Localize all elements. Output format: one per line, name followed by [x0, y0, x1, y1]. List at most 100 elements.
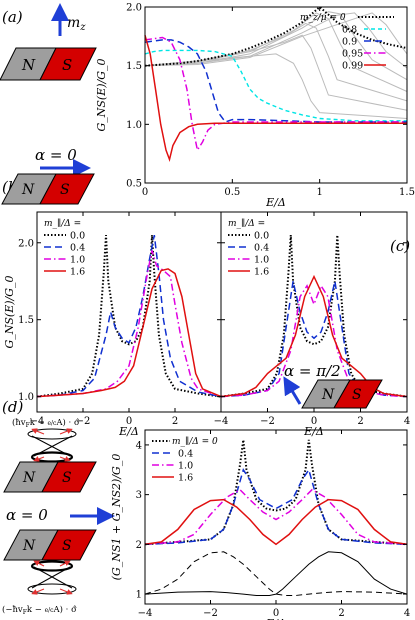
plot-frame: [144, 6, 408, 184]
gray-curve: [144, 53, 408, 119]
panel-label-a: (a): [2, 8, 23, 26]
top-operator-label: (ħvFk − e/cA) · σ̂: [12, 417, 80, 429]
s-label: S: [352, 387, 362, 403]
x-tick-label: 0: [273, 608, 279, 619]
legend-title: m_∥/Δ = 0: [172, 436, 218, 447]
x-tick-label: −4: [30, 416, 45, 427]
legend-label: 0.0: [254, 231, 269, 242]
spin-arrow-icon: [59, 428, 73, 435]
series-line-0.0: [220, 235, 408, 398]
x-tick-label: 2: [338, 608, 344, 619]
spin-arrow-icon: [31, 428, 45, 435]
s-label: S: [60, 182, 70, 198]
y-tick-label: 3: [136, 490, 142, 501]
y-tick-label: 1.0: [18, 392, 34, 403]
plot-frame: [36, 211, 222, 413]
legend-label: 1.0: [178, 461, 193, 472]
sketch-a: mz N S: [0, 3, 97, 81]
y-axis-label: (G_NS1 + G_NS2)/G_0: [110, 454, 123, 581]
y-tick-label: 2: [136, 540, 142, 551]
spin-ring-icon: [27, 583, 77, 595]
legend-label: 1.6: [178, 473, 193, 484]
legend-label: 1.6: [254, 267, 269, 278]
x-tick-label: 0: [142, 187, 148, 198]
y-axis-label: G_NS(E)/G_0: [3, 275, 16, 348]
y-tick-label: 1.5: [126, 61, 142, 72]
legend-label: 0.99: [342, 61, 363, 72]
legend-label: 0.4: [254, 243, 269, 254]
s-block: [39, 47, 97, 81]
y-tick-label: 1: [136, 590, 142, 601]
x-tick-label: 4: [404, 416, 410, 427]
x-tick-label: 4: [404, 608, 410, 619]
s-block: [41, 529, 97, 561]
sketch-b: α = 0 N S: [1, 146, 95, 205]
legend-label: 0.4: [70, 243, 85, 254]
alpha-arrow-icon: [283, 376, 302, 405]
legend-title: m_∥/Δ =: [228, 218, 265, 229]
x-tick-label: 1.5: [399, 187, 415, 198]
series-line-0.4: [220, 281, 408, 398]
y-tick-label: 4: [136, 440, 142, 451]
x-tick-label: 2: [357, 416, 363, 427]
legend-title: m_∥/Δ =: [44, 218, 81, 229]
sketch-c: α = π/2 N S: [283, 362, 383, 409]
cone-line-icon: [31, 435, 71, 457]
series-line-0.8: [144, 49, 407, 122]
cone-line-icon: [33, 435, 73, 457]
chart-b: −4 −2 0 2 1.0 1.5 2.0 E/Δ G_NS(E)/G_0 m_∥/Δ = 0.00…: [3, 211, 222, 438]
x-tick-label: 0.5: [224, 187, 240, 198]
n-label: N: [21, 56, 36, 74]
n-label: N: [22, 470, 36, 486]
legend-label: 0.4: [178, 449, 193, 460]
y-tick-label: 1.0: [126, 120, 142, 131]
legend-label: 1.0: [70, 255, 85, 266]
x-axis-label: E/Δ: [265, 196, 286, 209]
n-label: N: [321, 387, 335, 403]
spin-ring-icon: [27, 428, 77, 440]
gray-curve: [144, 12, 408, 92]
cone-line-icon: [33, 566, 73, 589]
legend-title: m_z/μ = 0: [300, 13, 346, 23]
y-tick-label: 2.0: [126, 3, 142, 14]
s-block: [333, 379, 383, 409]
s-block: [39, 173, 95, 205]
s-label: S: [62, 56, 72, 74]
spin-arrow-icon: [33, 560, 45, 567]
legend-label: 0.95: [342, 49, 363, 60]
alpha0-label-d: α = 0: [6, 506, 48, 524]
y-tick-label: 1.5: [18, 315, 34, 326]
series-line-1.6: [220, 274, 408, 398]
x-tick-label: −4: [138, 608, 153, 619]
gray-curve: [144, 12, 408, 69]
x-axis-label: E/Δ: [118, 425, 139, 438]
s-label: S: [62, 538, 72, 554]
sketch-d: (ħvFk − e/cA) · σ̂ N S α = 0 N S (−ħvFk …: [2, 417, 115, 616]
series-line-1.6: [36, 268, 222, 398]
spin-ring-icon: [30, 560, 74, 572]
x-tick-label: 0: [126, 416, 132, 427]
series-line-0.95: [144, 36, 407, 153]
y-axis-label: G_NS(E)/G_0: [95, 58, 108, 131]
legend-label: 0.8: [342, 25, 357, 36]
x-tick-label: 2: [172, 416, 178, 427]
series-line-1.6: [144, 498, 408, 546]
spin-arrow-icon: [59, 588, 73, 595]
alpha-pi2-label: α = π/2: [284, 362, 341, 380]
x-tick-label: −2: [260, 416, 275, 427]
series-line-1.0: [144, 488, 408, 546]
legend-label: 1.6: [70, 267, 85, 278]
s-label: S: [62, 470, 72, 486]
x-tick-label: −4: [214, 416, 229, 427]
panel-label-d: (d): [2, 398, 23, 416]
legend-label: 0.9: [342, 37, 357, 48]
y-tick-label: 2.0: [18, 238, 34, 249]
x-axis-label: E/Δ: [265, 617, 286, 620]
gray-curve: [144, 12, 408, 67]
gray-curve: [144, 11, 408, 81]
legend-label: 0.0: [70, 231, 85, 242]
n-label: N: [22, 538, 36, 554]
alpha0-label-b: α = 0: [35, 146, 77, 164]
chart-a: 0 0.5 1 1.50.51.01.52.0E/ΔG_NS(E)/G_0m_z/μ …: [95, 3, 415, 210]
